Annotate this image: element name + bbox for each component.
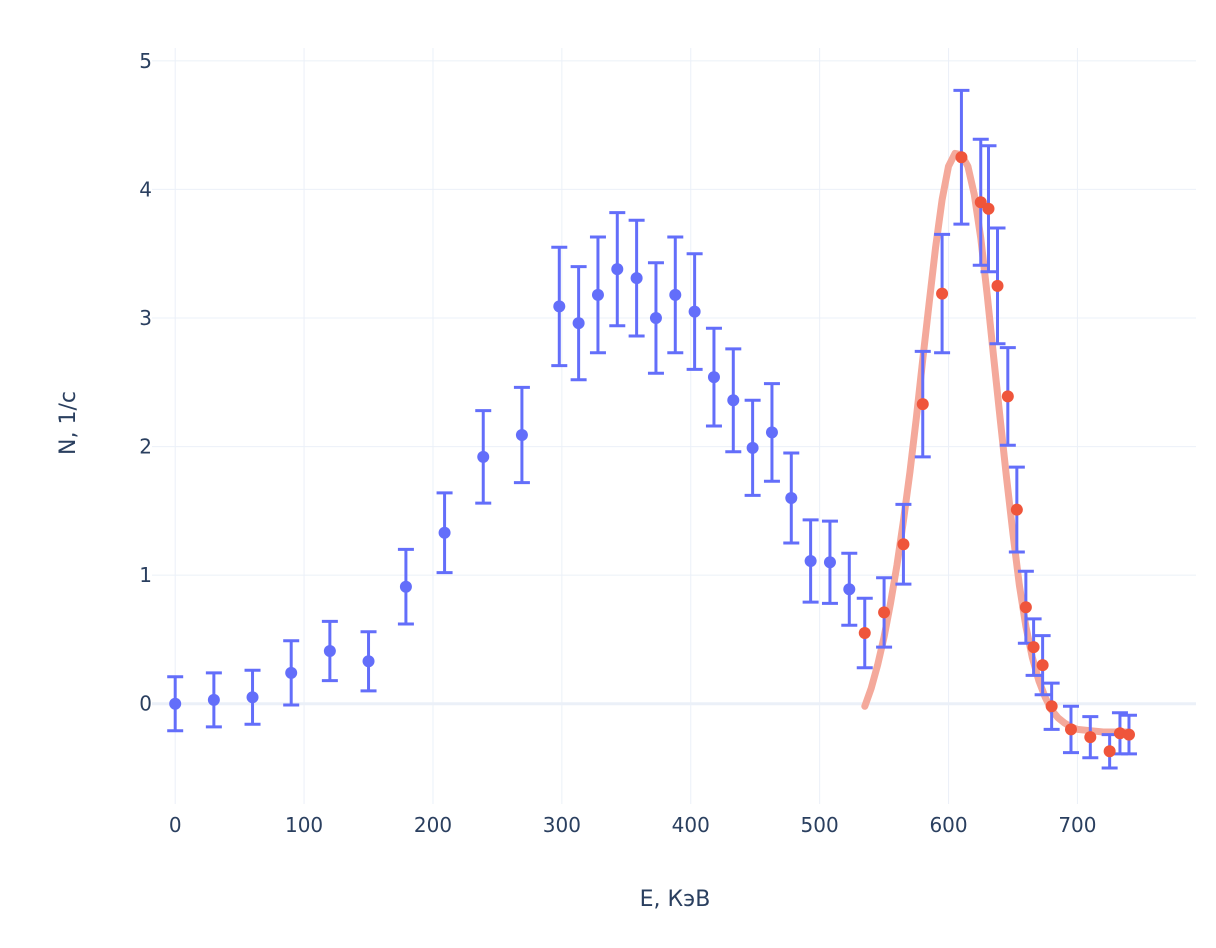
data-point <box>1027 641 1040 654</box>
markers <box>169 151 1135 758</box>
data-point <box>1113 727 1126 740</box>
data-point <box>207 693 220 706</box>
data-point <box>1103 745 1116 758</box>
y-axis-title: N, 1/с <box>56 391 81 455</box>
data-point <box>591 288 604 301</box>
grid <box>152 48 1196 804</box>
data-point <box>897 538 910 551</box>
data-point <box>285 666 298 679</box>
data-point <box>399 580 412 593</box>
data-point <box>1036 659 1049 672</box>
x-tick-label: 700 <box>1058 813 1096 837</box>
x-tick-label: 600 <box>929 813 967 837</box>
x-tick-labels: 0 100 200 300 400 500 600 700 <box>169 813 1097 837</box>
data-point <box>858 627 871 639</box>
data-point <box>916 398 929 411</box>
x-tick-label: 500 <box>801 813 839 837</box>
x-tick-label: 400 <box>672 813 710 837</box>
data-point <box>1001 390 1014 403</box>
data-point <box>438 526 451 539</box>
data-point <box>785 492 798 504</box>
data-point <box>323 645 336 657</box>
data-point <box>1084 731 1097 744</box>
data-point <box>804 555 817 567</box>
data-point <box>1010 503 1023 516</box>
x-tick-label: 100 <box>285 813 323 837</box>
data-point <box>515 429 528 441</box>
data-point <box>688 305 701 318</box>
y-tick-label: 5 <box>139 49 152 73</box>
x-tick-label: 200 <box>414 813 452 837</box>
data-point <box>669 288 682 301</box>
data-point <box>878 606 891 619</box>
data-point <box>553 300 566 313</box>
y-tick-label: 3 <box>139 306 152 330</box>
y-tick-label: 0 <box>139 692 152 716</box>
data-point <box>765 426 778 439</box>
x-axis-title: E, КэВ <box>640 887 711 912</box>
y-tick-label: 4 <box>139 177 152 201</box>
data-point <box>707 371 720 384</box>
data-point <box>991 279 1004 292</box>
data-point <box>611 263 624 276</box>
data-point <box>649 312 662 324</box>
data-point <box>362 655 375 668</box>
x-tick-label: 0 <box>169 813 182 837</box>
data-point <box>1064 723 1077 736</box>
data-point <box>843 583 856 596</box>
data-point <box>955 151 968 164</box>
data-point <box>572 317 585 330</box>
y-tick-label: 2 <box>139 435 152 459</box>
data-point <box>169 697 182 710</box>
data-point <box>936 287 949 300</box>
data-point <box>246 691 259 704</box>
data-point <box>746 441 759 454</box>
data-point <box>1019 601 1032 614</box>
data-point <box>477 450 490 463</box>
x-tick-label: 300 <box>543 813 581 837</box>
data-point <box>1045 700 1058 713</box>
data-point <box>982 202 995 215</box>
data-point <box>823 556 836 569</box>
data-point <box>727 394 740 407</box>
y-tick-label: 1 <box>139 563 152 587</box>
y-tick-labels: 0 1 2 3 4 5 <box>139 49 152 716</box>
data-point <box>630 272 643 285</box>
data-point <box>1122 728 1135 741</box>
